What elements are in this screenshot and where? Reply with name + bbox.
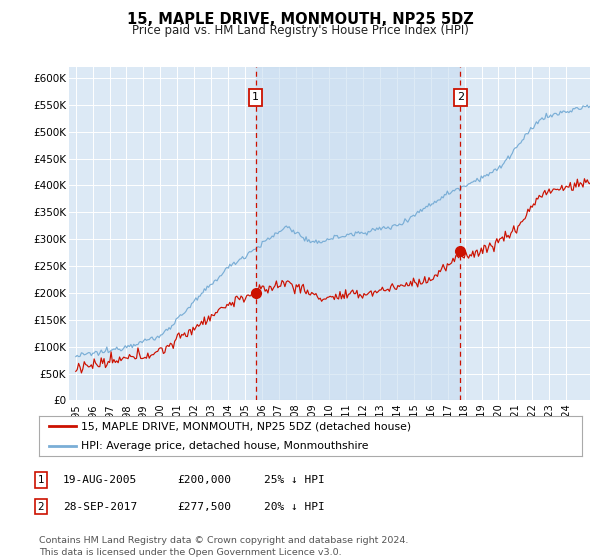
Text: 1: 1 xyxy=(37,475,44,485)
Text: 25% ↓ HPI: 25% ↓ HPI xyxy=(264,475,325,485)
Text: £277,500: £277,500 xyxy=(177,502,231,512)
Text: 20% ↓ HPI: 20% ↓ HPI xyxy=(264,502,325,512)
Text: Price paid vs. HM Land Registry's House Price Index (HPI): Price paid vs. HM Land Registry's House … xyxy=(131,24,469,37)
Text: 1: 1 xyxy=(252,92,259,102)
Bar xyxy=(256,67,460,400)
Text: 2: 2 xyxy=(37,502,44,512)
Text: 15, MAPLE DRIVE, MONMOUTH, NP25 5DZ (detached house): 15, MAPLE DRIVE, MONMOUTH, NP25 5DZ (det… xyxy=(82,421,412,431)
Text: HPI: Average price, detached house, Monmouthshire: HPI: Average price, detached house, Monm… xyxy=(82,441,369,451)
Text: 15, MAPLE DRIVE, MONMOUTH, NP25 5DZ: 15, MAPLE DRIVE, MONMOUTH, NP25 5DZ xyxy=(127,12,473,27)
Text: 2: 2 xyxy=(457,92,464,102)
Text: 28-SEP-2017: 28-SEP-2017 xyxy=(63,502,137,512)
Text: £200,000: £200,000 xyxy=(177,475,231,485)
Text: Contains HM Land Registry data © Crown copyright and database right 2024.
This d: Contains HM Land Registry data © Crown c… xyxy=(39,536,409,557)
Text: 19-AUG-2005: 19-AUG-2005 xyxy=(63,475,137,485)
